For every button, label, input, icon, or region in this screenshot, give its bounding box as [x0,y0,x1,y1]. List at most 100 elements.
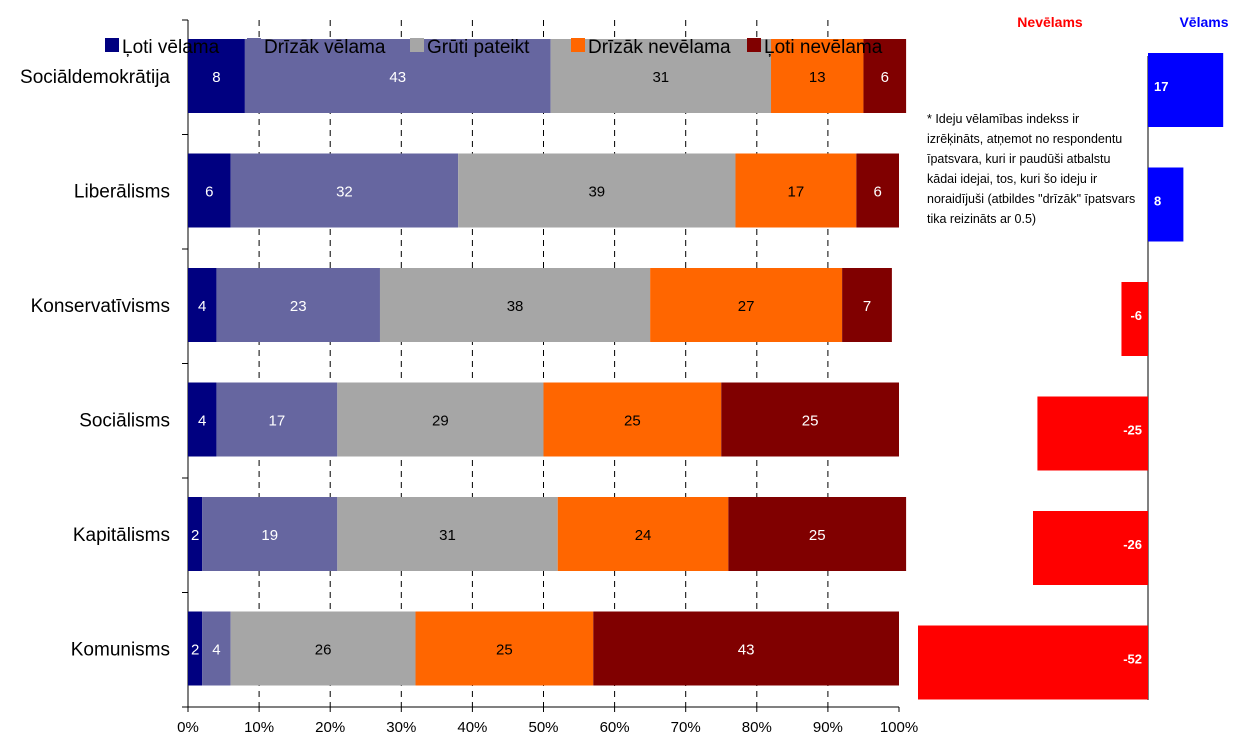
bar-segment-drizak-nevelama [557,497,729,571]
data-label: 8 [212,69,220,86]
legend-swatch-gruti-pateikt [410,38,424,52]
bar-segment-drizak-velama [244,39,551,113]
data-label: 43 [389,69,406,86]
index-bar [1148,167,1184,242]
x-tick-label: 70% [671,719,701,736]
category-label-komunisms: Komunisms [71,640,170,661]
bar-segment-loti-velama [188,268,217,342]
data-label: 31 [439,527,456,544]
bar-segment-gruti-pateikt [337,382,544,457]
x-tick-label: 0% [177,719,199,736]
data-label: 38 [507,298,524,315]
legend-swatch-drizak-nevelama [571,38,585,52]
data-label: 26 [315,642,332,659]
bar-segment-gruti-pateikt [458,153,736,228]
data-label: 25 [496,642,513,659]
category-label-kapitalisms: Kapitālisms [73,525,170,546]
data-label: 4 [212,642,220,659]
category-label-socialdemokratija: Sociāldemokrātija [20,67,170,88]
category-label-socialisms: Sociālisms [79,411,170,432]
data-label: 39 [588,184,605,201]
data-label: 43 [738,642,755,659]
index-data-label: -52 [1123,652,1142,667]
bar-segment-drizak-nevelama [415,611,594,686]
bar-segment-loti-nevelama [863,39,907,113]
index-bar [1033,511,1148,585]
x-tick-label: 10% [244,719,274,736]
bar-segment-drizak-nevelama [735,153,857,228]
index-bar [1121,282,1148,356]
bar-segment-drizak-velama [230,153,459,228]
bar-segment-loti-velama [188,382,217,457]
bar-segment-drizak-nevelama [650,268,843,342]
data-label: 25 [802,413,819,430]
bar-segment-loti-velama [188,39,245,113]
data-label: 31 [652,69,669,86]
bar-segment-drizak-velama [202,497,338,571]
data-label: 19 [261,527,278,544]
bar-segment-loti-velama [188,611,203,686]
legend-label-drizak-velama: Drīzāk vēlama [264,37,386,58]
bar-segment-drizak-velama [216,382,338,457]
data-label: 27 [738,298,755,315]
index-bar [1037,396,1148,471]
bar-segment-loti-nevelama [721,382,899,457]
data-label: 25 [624,413,641,430]
x-tick-label: 80% [742,719,772,736]
x-tick-label: 60% [600,719,630,736]
x-tick-label: 20% [315,719,345,736]
bar-segment-loti-nevelama [593,611,899,686]
legend-swatch-drizak-velama [247,38,261,52]
data-label: 7 [863,298,871,315]
index-bar [918,625,1148,700]
positive-header: Vēlams [1179,14,1228,30]
legend-label-drizak-nevelama: Drīzāk nevēlama [588,37,731,58]
data-label: 6 [881,69,889,86]
bar-segment-loti-nevelama [856,153,899,228]
legend-swatch-loti-nevelama [747,38,761,52]
bar-segment-drizak-velama [216,268,380,342]
data-label: 2 [191,527,199,544]
bar-segment-gruti-pateikt [379,268,651,342]
index-data-label: 17 [1154,79,1168,94]
data-label: 4 [198,413,206,430]
x-tick-label: 40% [457,719,487,736]
data-label: 24 [635,527,652,544]
data-label: 25 [809,527,826,544]
data-label: 2 [191,642,199,659]
data-label: 32 [336,184,353,201]
index-data-label: 8 [1154,194,1161,209]
bar-segment-gruti-pateikt [337,497,558,571]
negative-header: Nevēlams [1017,14,1083,30]
bar-segment-loti-velama [188,153,231,228]
data-label: 17 [788,184,805,201]
bar-segment-loti-velama [188,497,203,571]
x-tick-label: 90% [813,719,843,736]
index-footnote: * Ideju vēlamības indekss ir izrēķināts,… [927,112,1136,226]
x-tick-label: 30% [386,719,416,736]
legend-label-gruti-pateikt: Grūti pateikt [427,37,530,58]
bar-segment-gruti-pateikt [550,39,772,113]
data-label: 13 [809,69,826,86]
bar-segment-loti-nevelama [728,497,907,571]
data-label: 29 [432,413,449,430]
bar-segment-drizak-nevelama [543,382,722,457]
index-bar [1148,53,1224,127]
bar-segment-drizak-nevelama [771,39,864,113]
data-label: 4 [198,298,206,315]
index-data-label: -26 [1123,537,1142,552]
legend-label-loti-nevelama: Ļoti nevēlama [764,37,883,58]
bar-segment-loti-nevelama [842,268,892,342]
data-label: 17 [269,413,286,430]
legend-swatch-loti-velama [105,38,119,52]
category-label-liberalisms: Liberālisms [74,182,170,203]
bar-segment-drizak-velama [202,611,231,686]
index-data-label: -25 [1123,423,1142,438]
data-label: 6 [205,184,213,201]
data-label: 23 [290,298,307,315]
bar-segment-gruti-pateikt [230,611,416,686]
x-tick-label: 100% [880,719,918,736]
x-tick-label: 50% [528,719,558,736]
index-data-label: -6 [1130,308,1142,323]
